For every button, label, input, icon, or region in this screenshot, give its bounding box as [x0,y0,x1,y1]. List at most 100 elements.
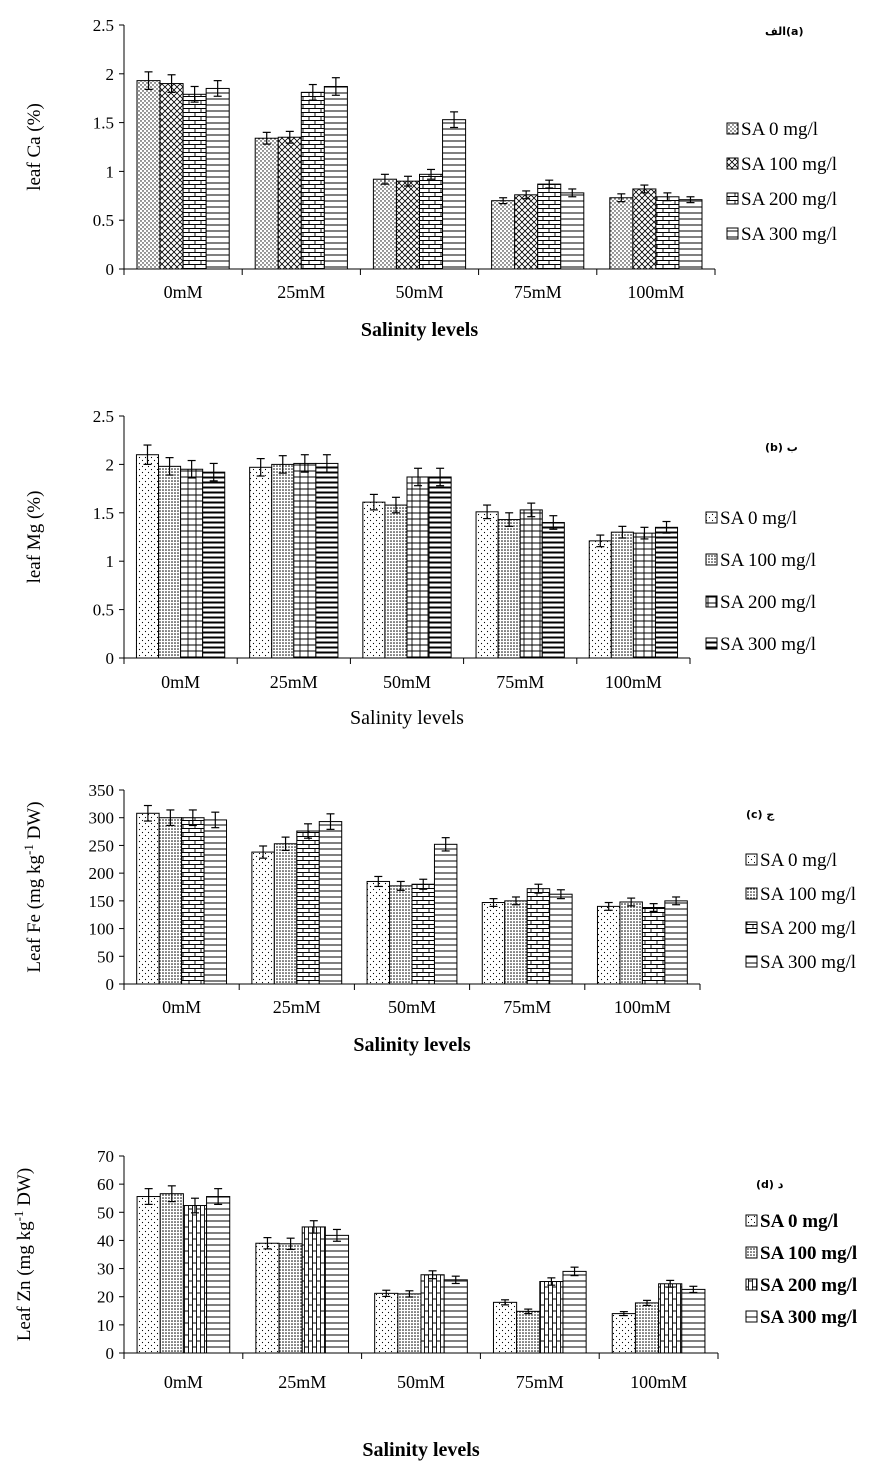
y-tick-label: 70 [97,1147,114,1166]
bar-75mM-series3 [526,888,551,985]
bar-25mM-series1 [254,137,279,270]
y-tick-label: 2.5 [93,407,114,426]
bar-75mM-series4 [560,192,585,270]
y-tick-label: 40 [97,1231,114,1250]
bar-50mM-series4 [428,476,452,659]
y-tick-label: 200 [89,864,115,883]
bar-0mM-series1 [136,80,161,270]
legend-label: SA 200 mg/l [720,592,816,613]
y-tick-label: 10 [97,1316,114,1335]
y-tick-label: 1.5 [93,114,114,133]
legend-swatch [745,1310,758,1323]
bar-0mM-series4 [203,819,228,985]
legend-label: SA 300 mg/l [760,1307,857,1328]
bar-50mM-series3 [411,883,435,985]
bar-25mM-series4 [323,85,348,270]
x-tick-label: 100mM [614,997,671,1017]
bar-0mM-series4 [202,471,226,659]
y-tick-label: 50 [97,1203,114,1222]
bar-100mM-series2 [619,901,643,985]
bar-0mM-series2 [158,465,182,659]
y-tick-label: 0 [106,975,115,994]
y-tick-label: 50 [97,947,114,966]
x-tick-label: 100mM [627,282,684,302]
bar-75mM-series2 [514,194,539,270]
x-tick-label: 100mM [630,1372,687,1392]
legend-label: SA 100 mg/l [741,154,837,175]
x-axis-title: Salinity levels [353,1034,470,1056]
bar-0mM-series2 [158,817,183,985]
legend-swatch [705,553,718,566]
y-tick-label: 1 [106,162,115,181]
panel-label: الف(a) [765,25,804,38]
legend-label: SA 200 mg/l [760,1275,857,1296]
bar-75mM-series2 [516,1310,541,1354]
legend-swatch [745,921,758,934]
bar-75mM-series1 [492,1301,518,1354]
bar-75mM-series3 [519,509,543,659]
bar-50mM-series2 [397,1293,422,1354]
bar-0mM-series3 [182,1205,208,1354]
bar-75mM-series2 [497,519,521,659]
legend-swatch [745,1246,758,1259]
legend-label: SA 0 mg/l [741,119,818,140]
panel-label: (d) د [756,1178,784,1191]
legend-swatch [726,227,739,240]
x-tick-label: 25mM [270,672,318,692]
bar-25mM-series2 [273,843,298,985]
bar-75mM-series3 [537,183,562,270]
y-tick-label: 0 [106,1344,115,1363]
bar-0mM-series4 [205,87,230,270]
bar-100mM-series1 [588,540,612,659]
legend-label: SA 300 mg/l [760,952,856,973]
x-tick-label: 50mM [383,672,431,692]
y-tick-label: 0 [106,260,115,279]
y-tick-label: 60 [97,1175,114,1194]
bar-25mM-series3 [300,91,325,270]
bar-25mM-series4 [315,462,339,659]
y-axis-title-main: Leaf Fe (mg kg [24,854,45,972]
y-axis-title-main: Leaf Zn (mg kg [14,1221,35,1341]
x-tick-label: 75mM [516,1372,564,1392]
y-axis-title-sup: -1 [11,1211,26,1222]
bar-100mM-series4 [681,1288,706,1354]
bar-25mM-series1 [255,1242,280,1354]
bar-100mM-series4 [664,900,688,985]
bar-100mM-series3 [655,196,680,270]
bar-0mM-series4 [206,1196,231,1354]
chart-panel-3: 0 50 100 150 200 250 300 350 0mM 25mM 50mM 75mM 100m… [21,781,856,1056]
bar-100mM-series2 [610,531,634,659]
y-tick-label: 300 [89,809,115,828]
bar-75mM-series2 [504,900,528,985]
panel-label: (b) ب [765,441,798,454]
bar-100mM-series3 [632,532,656,659]
legend-swatch [745,887,758,900]
legend-swatch [745,1214,758,1227]
x-tick-label: 0mM [161,672,200,692]
legend-swatch [726,122,739,135]
y-tick-label: 350 [89,781,115,800]
y-axis-title-sup: -1 [21,844,36,855]
bar-50mM-series3 [420,1274,445,1354]
x-tick-label: 75mM [496,672,544,692]
bar-100mM-series3 [658,1283,683,1354]
x-tick-label: 25mM [278,1372,326,1392]
bar-100mM-series1 [609,197,634,270]
y-tick-label: 1.5 [93,504,114,523]
x-tick-label: 75mM [503,997,551,1017]
bar-0mM-series2 [159,1193,184,1354]
bar-75mM-series4 [549,893,573,985]
bar-50mM-series1 [374,1292,399,1354]
bar-50mM-series4 [433,843,458,985]
bar-25mM-series3 [301,1226,326,1354]
legend-label: SA 100 mg/l [720,550,816,571]
bar-50mM-series3 [406,476,430,659]
legend-swatch [705,637,718,650]
x-tick-label: 0mM [164,282,203,302]
bar-0mM-series3 [182,93,207,270]
legend-swatch [745,853,758,866]
y-tick-label: 0 [106,649,115,668]
x-tick-label: 25mM [277,282,325,302]
bar-100mM-series2 [632,188,657,270]
